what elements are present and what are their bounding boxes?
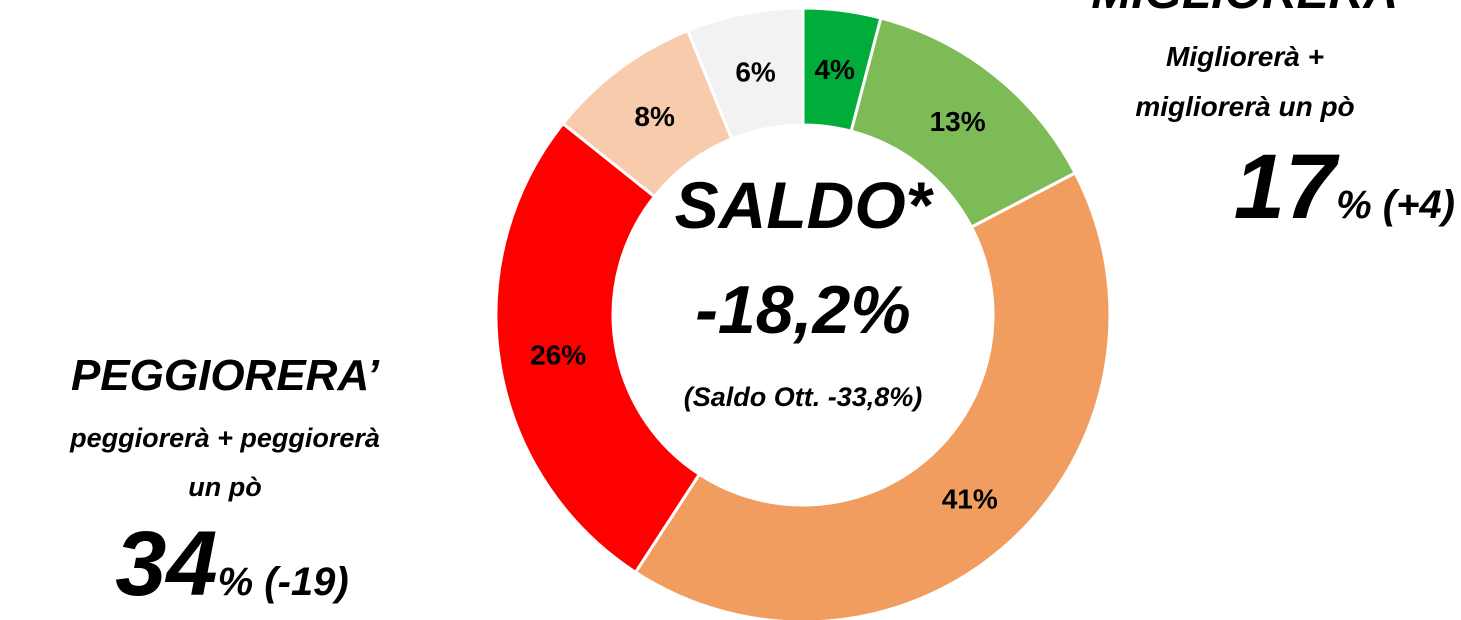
- value-label: 4%: [814, 54, 855, 85]
- annotation-number: 34: [115, 513, 217, 615]
- annotation-line: Migliorerà +: [1166, 41, 1324, 72]
- annotation-value: 17% (+4): [1234, 136, 1455, 238]
- annotation-line: peggiorerà + peggiorerà: [69, 423, 380, 453]
- value-label: 8%: [634, 101, 675, 132]
- donut-segment: [685, 6, 805, 141]
- annotation-line: migliorerà un pò: [1135, 91, 1354, 122]
- annotation-suffix: % (-19): [218, 560, 349, 604]
- annotation-title: PEGGIORERA’: [71, 351, 380, 400]
- donut-segment: [494, 121, 702, 575]
- value-label: 26%: [530, 340, 586, 371]
- annotation-title: MIGLIORERA’: [1091, 0, 1409, 19]
- annotation-number: 17: [1234, 136, 1340, 238]
- center-note: (Saldo Ott. -33,8%): [684, 382, 923, 412]
- value-label: 13%: [930, 106, 986, 137]
- center-title: SALDO*: [675, 168, 935, 242]
- annotation-value: 34% (-19): [115, 513, 348, 615]
- donut: [494, 6, 1112, 620]
- center-value: -18,2%: [695, 272, 910, 348]
- value-label: 41%: [942, 484, 998, 515]
- donut-segment: [633, 170, 1112, 620]
- annotation-line: un pò: [188, 472, 261, 502]
- value-label: 6%: [735, 57, 776, 88]
- annotation-suffix: % (+4): [1336, 183, 1455, 227]
